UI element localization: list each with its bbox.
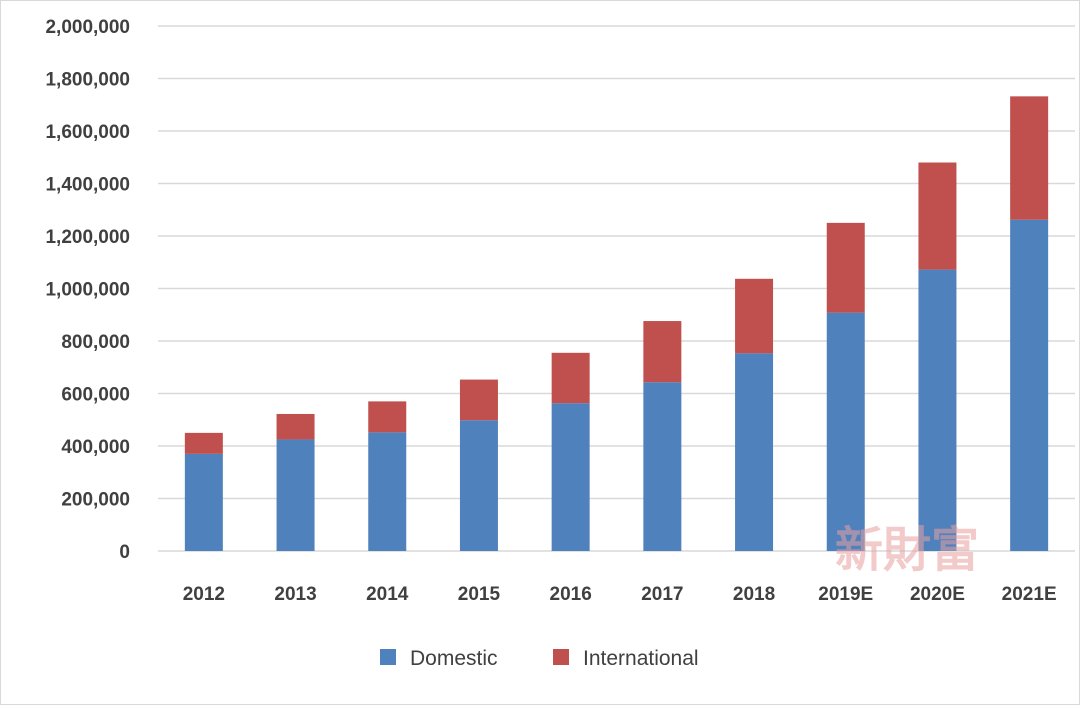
legend-swatch-international	[553, 649, 569, 665]
bar-stack-2015	[459, 379, 498, 551]
bar-domestic-2019E	[826, 312, 865, 551]
x-tick-label: 2015	[458, 584, 501, 605]
bar-stack-2013	[276, 413, 315, 551]
bar-stack-2016	[551, 352, 590, 551]
bar-international-2013	[276, 413, 315, 440]
y-tick-label: 400,000	[61, 437, 130, 458]
x-tick-label: 2020E	[910, 584, 965, 605]
bar-domestic-2016	[551, 403, 590, 551]
bar-domestic-2020E	[918, 269, 957, 551]
y-tick-label: 1,600,000	[45, 122, 130, 143]
legend-label-domestic: Domestic	[410, 647, 498, 670]
bar-domestic-2018	[735, 353, 774, 551]
legend-item-domestic: Domestic	[380, 647, 498, 670]
bar-stack-2020E	[918, 162, 957, 551]
bar-international-2012	[184, 432, 223, 454]
watermark-logo: 新財富	[835, 522, 979, 578]
x-tick-label: 2016	[550, 584, 592, 605]
x-tick-label: 2013	[274, 584, 316, 605]
bar-international-2014	[368, 401, 407, 433]
bar-stack-2014	[368, 401, 407, 551]
legend-label-international: International	[583, 647, 699, 670]
x-tick-label: 2021E	[1002, 584, 1057, 605]
y-tick-label: 1,000,000	[45, 280, 130, 301]
bar-international-2018	[735, 278, 774, 354]
bar-international-2017	[643, 321, 682, 383]
legend: Domestic International	[380, 647, 699, 670]
y-tick-label: 600,000	[61, 385, 130, 406]
x-axis-ticks: 2012 2013 2014 2015 2016 2017 2018 2019E 2020E 20…	[183, 584, 1057, 605]
y-tick-label: 0	[119, 542, 130, 563]
y-axis-ticks: 0 200,000 400,000 600,000 800,000 1,000,000 1,…	[45, 17, 130, 563]
bar-international-2016	[551, 352, 590, 404]
x-tick-label: 2014	[366, 584, 409, 605]
bar-stack-2018	[735, 278, 774, 551]
y-tick-label: 2,000,000	[45, 17, 130, 38]
y-tick-label: 1,800,000	[45, 70, 130, 91]
legend-swatch-domestic	[380, 649, 396, 665]
bar-international-2021E	[1010, 96, 1049, 220]
x-tick-label: 2019E	[818, 584, 873, 605]
bars	[184, 96, 1049, 551]
x-tick-label: 2018	[733, 584, 775, 605]
bar-international-2015	[459, 379, 498, 421]
bar-stack-2021E	[1010, 96, 1049, 551]
y-tick-label: 200,000	[61, 490, 130, 511]
x-tick-label: 2012	[183, 584, 225, 605]
bar-stack-2017	[643, 321, 682, 551]
y-tick-label: 1,200,000	[45, 227, 130, 248]
bar-stack-2019E	[826, 222, 865, 551]
y-tick-label: 800,000	[61, 332, 130, 353]
bar-international-2019E	[826, 222, 865, 313]
bar-domestic-2017	[643, 382, 682, 551]
bar-international-2020E	[918, 162, 957, 270]
bar-domestic-2015	[459, 420, 498, 551]
y-tick-label: 1,400,000	[45, 175, 130, 196]
bar-domestic-2013	[276, 439, 315, 551]
legend-item-international: International	[553, 647, 699, 670]
bar-stack-2012	[184, 432, 223, 551]
bar-domestic-2012	[184, 453, 223, 551]
x-tick-label: 2017	[641, 584, 683, 605]
bar-domestic-2021E	[1010, 219, 1049, 551]
bar-domestic-2014	[368, 432, 407, 551]
